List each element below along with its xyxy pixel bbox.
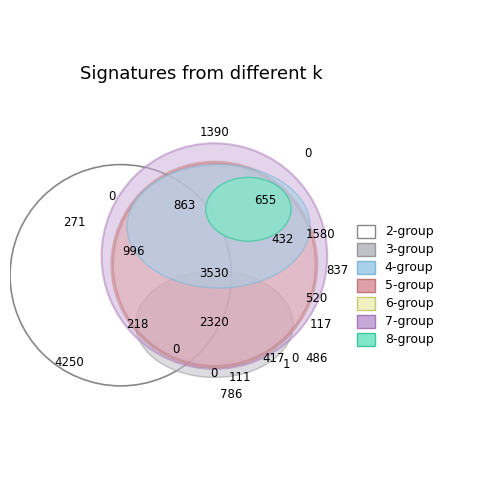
Text: 117: 117 <box>309 318 332 331</box>
Ellipse shape <box>116 167 312 362</box>
Text: 271: 271 <box>62 216 85 228</box>
Ellipse shape <box>136 271 293 377</box>
Legend: 2-group, 3-group, 4-group, 5-group, 6-group, 7-group, 8-group: 2-group, 3-group, 4-group, 5-group, 6-gr… <box>353 221 437 350</box>
Text: 417: 417 <box>263 352 285 365</box>
Text: 218: 218 <box>127 318 149 331</box>
Text: 3530: 3530 <box>200 267 229 280</box>
Ellipse shape <box>102 143 327 369</box>
Ellipse shape <box>206 177 291 241</box>
Ellipse shape <box>112 162 317 367</box>
Text: 432: 432 <box>271 232 294 245</box>
Text: 0: 0 <box>108 190 116 203</box>
Text: 4250: 4250 <box>55 356 85 369</box>
Text: 786: 786 <box>220 388 242 401</box>
Text: 111: 111 <box>229 371 251 384</box>
Text: 655: 655 <box>255 194 277 207</box>
Text: 0: 0 <box>172 343 180 356</box>
Text: 486: 486 <box>305 352 328 365</box>
Text: 0: 0 <box>291 352 299 365</box>
Text: 837: 837 <box>327 265 349 278</box>
Text: 520: 520 <box>305 292 328 305</box>
Text: 1390: 1390 <box>200 126 229 139</box>
Text: 1580: 1580 <box>306 228 336 241</box>
Text: 0: 0 <box>211 366 218 380</box>
Text: 863: 863 <box>173 199 196 212</box>
Text: 2320: 2320 <box>200 316 229 329</box>
Ellipse shape <box>127 165 310 288</box>
Text: 996: 996 <box>122 245 145 259</box>
Text: 0: 0 <box>304 148 311 160</box>
Text: 1: 1 <box>283 358 290 371</box>
Title: Signatures from different k: Signatures from different k <box>80 65 323 83</box>
